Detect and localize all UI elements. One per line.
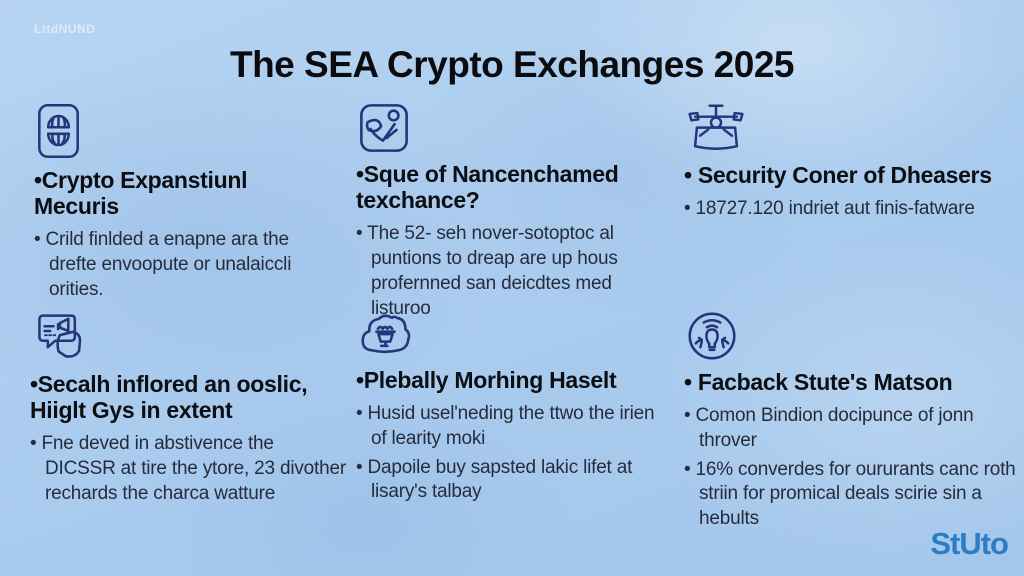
idea-bulb-icon xyxy=(688,312,736,360)
section-bullet: • 18727.120 indriet aut finis-fatware xyxy=(684,198,975,220)
section-bullet: • Fne deved in abstivence the DICSSR at … xyxy=(30,433,346,504)
section-bullet: • The 52- seh nover-sotoptoc al puntions… xyxy=(356,223,618,319)
section-mobile-market: •Plebally Morhing Haselt • Husid usel'ne… xyxy=(356,310,668,509)
section-heading: • Facback Stute's Matson xyxy=(684,369,953,395)
section-heading: •Sque of Nancenchamed texchance? xyxy=(356,161,619,214)
section-heading: •Secalh inflored an ooslic, Hiiglt Gys i… xyxy=(30,371,308,424)
security-drone-icon xyxy=(688,104,744,150)
section-heading: •Plebally Morhing Haselt xyxy=(356,367,617,393)
section-crypto-expansion: •Crypto Expanstiunl Mecuris • Crild finl… xyxy=(34,102,334,307)
section-social-stats: •Secalh inflored an ooslic, Hiiglt Gys i… xyxy=(30,310,346,511)
section-exchange-growth: •Sque of Nancenchamed texchance? • The 5… xyxy=(356,102,668,325)
watermark-text: LttdNUND xyxy=(34,22,96,36)
section-feedback: • Facback Stute's Matson • Comon Bindion… xyxy=(684,310,1016,536)
section-security: • Security Coner of Dheasers • 18727.120… xyxy=(684,102,1008,226)
chat-bubbles-icon xyxy=(38,314,82,358)
brand-logo: StUto xyxy=(930,526,1009,561)
section-bullet: • Husid usel'neding the ttwo the irien o… xyxy=(356,403,655,449)
section-heading: • Security Coner of Dheasers xyxy=(684,162,992,188)
page-title: The SEA Crypto Exchanges 2025 xyxy=(229,44,795,85)
globe-icon xyxy=(38,104,79,158)
section-heading: •Crypto Expanstiunl Mecuris xyxy=(34,167,248,220)
cloud-market-icon xyxy=(361,314,411,354)
section-bullet: • Crild finlded a enapne ara the drefte … xyxy=(34,229,292,300)
leaf-growth-icon xyxy=(360,104,408,152)
section-bullet: • Comon Bindion docipunce of jonn throve… xyxy=(684,405,974,451)
section-bullet: • Dapoile buy sapsted lakic lifet at lis… xyxy=(356,456,633,503)
section-bullet: • 16% converdes for oururants canc roth … xyxy=(684,458,1016,529)
